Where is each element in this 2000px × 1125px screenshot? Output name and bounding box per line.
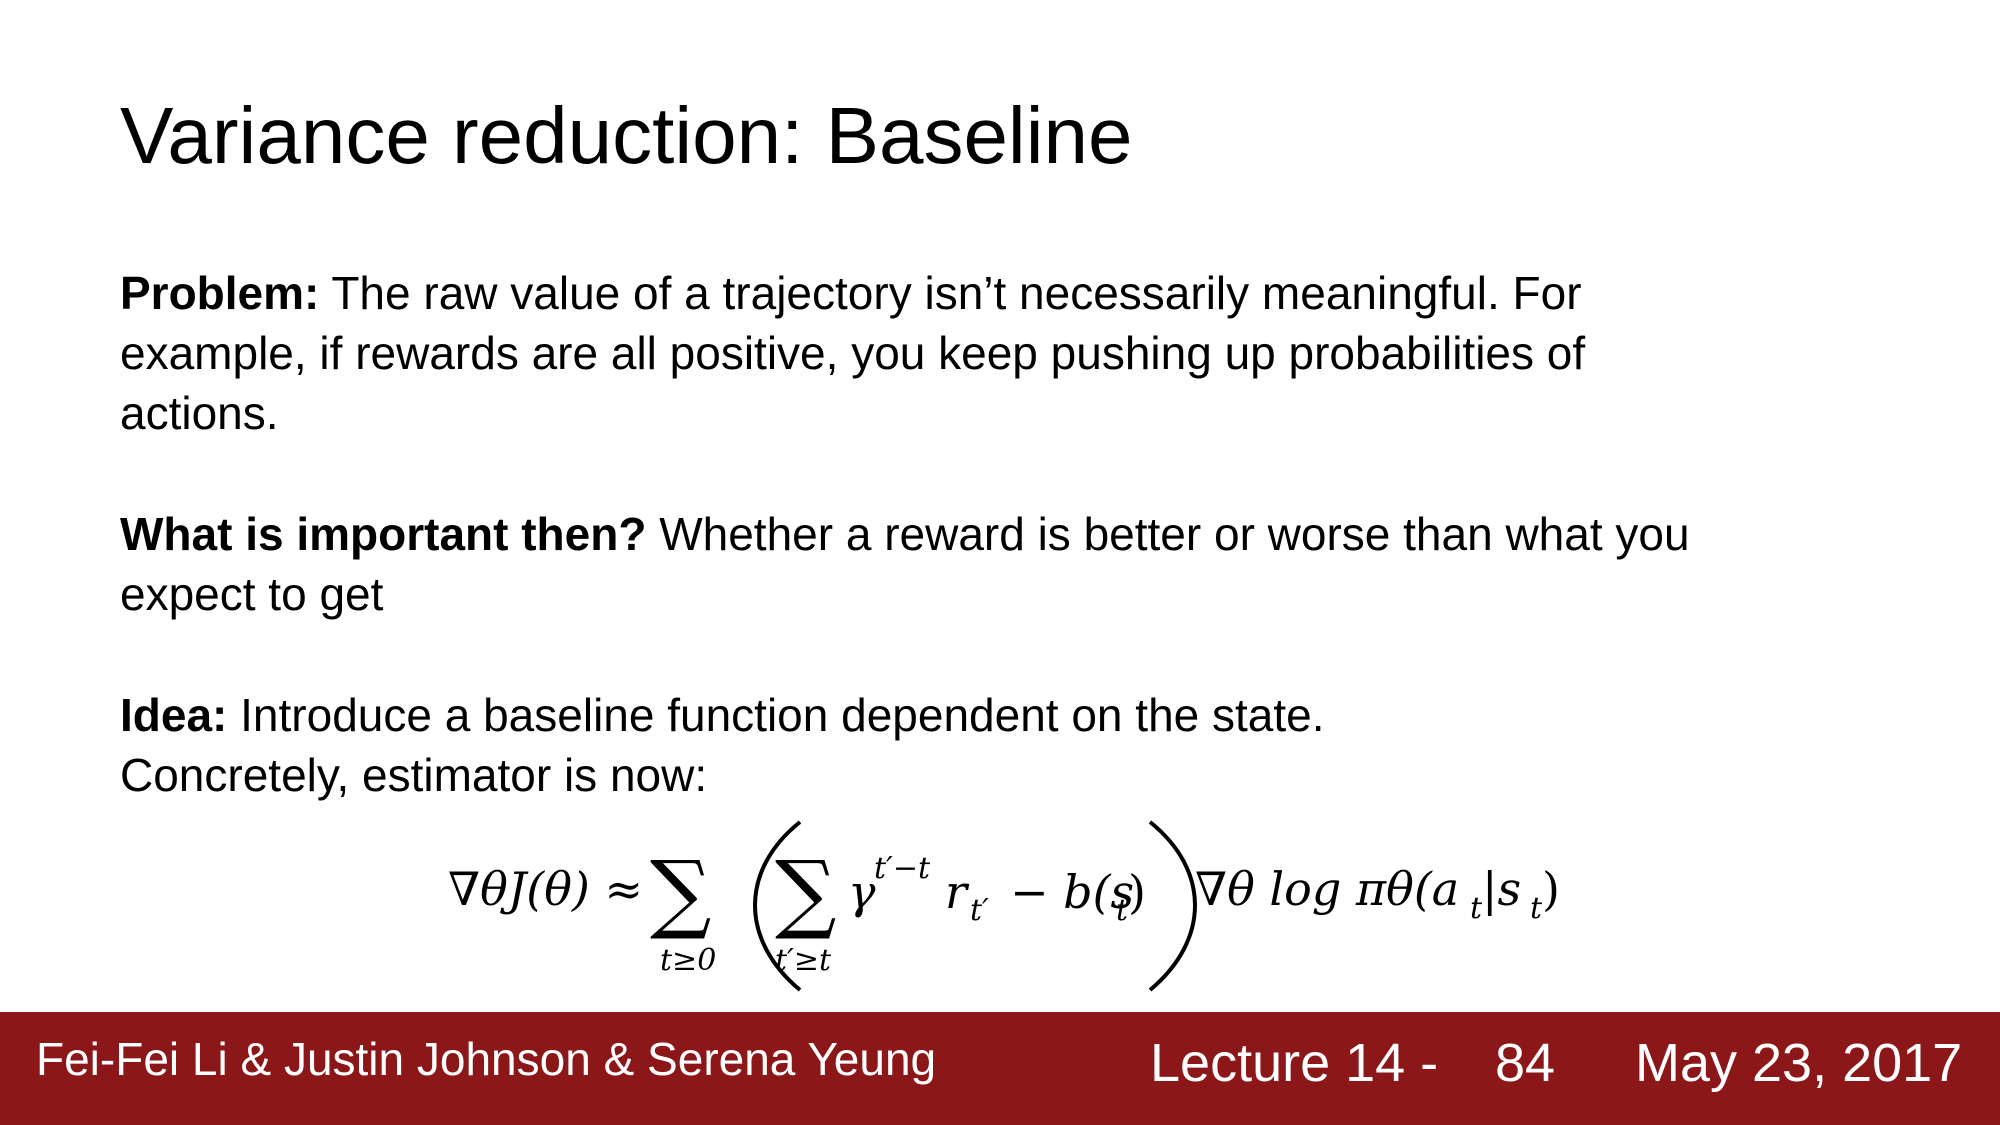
problem-line-3: actions. xyxy=(120,387,279,439)
footer-authors: Fei-Fei Li & Justin Johnson & Serena Yeu… xyxy=(36,1033,937,1085)
slide-title: Variance reduction: Baseline xyxy=(120,91,1133,180)
baseline-subscript: t xyxy=(1116,893,1129,928)
state-bar: |s xyxy=(1482,862,1521,916)
idea-line-2: Concretely, estimator is now: xyxy=(120,749,708,801)
footer-page-number: 84 xyxy=(1495,1033,1556,1093)
important-paragraph: What is important then? Whether a reward… xyxy=(120,504,1900,624)
estimator-formula: ∇θJ(θ) ≈ ∑ t≥0 ∑ t′≥t γ t′−t r t′ − b(s … xyxy=(448,820,1560,992)
problem-paragraph: Problem: The raw value of a trajectory i… xyxy=(120,263,1900,443)
baseline-term: − b(s xyxy=(1010,865,1134,919)
important-lead: What is important then? xyxy=(120,508,647,560)
baseline-close: ) xyxy=(1128,865,1146,919)
idea-lead: Idea: xyxy=(120,689,228,741)
inner-sum-symbol: ∑ xyxy=(775,843,836,943)
formula-close: ) xyxy=(1542,862,1560,916)
reward-subscript: t′ xyxy=(970,893,989,928)
problem-line-1: The raw value of a trajectory isn’t nece… xyxy=(331,267,1582,319)
important-line-2: expect to get xyxy=(120,568,384,620)
footer-date: May 23, 2017 xyxy=(1635,1033,1963,1093)
gamma-term: γ xyxy=(848,865,876,919)
footer-lecture: Lecture 14 - xyxy=(1150,1033,1439,1093)
state-subscript: t xyxy=(1530,891,1543,926)
right-paren xyxy=(1148,820,1197,992)
outer-sum-subscript: t≥0 xyxy=(660,943,716,978)
reward-term: r xyxy=(945,865,970,919)
problem-lead: Problem: xyxy=(120,267,320,319)
formula-lhs: ∇θJ(θ) ≈ xyxy=(448,862,643,916)
action-subscript: t xyxy=(1470,891,1483,926)
gamma-exponent: t′−t xyxy=(874,851,931,886)
idea-paragraph: Idea: Introduce a baseline function depe… xyxy=(120,685,1900,805)
problem-line-2: example, if rewards are all positive, yo… xyxy=(120,327,1586,379)
left-paren xyxy=(753,820,802,992)
inner-sum-subscript: t′≥t xyxy=(775,943,832,978)
slide-footer: Fei-Fei Li & Justin Johnson & Serena Yeu… xyxy=(0,1012,2000,1125)
important-line-1: Whether a reward is better or worse than… xyxy=(659,508,1690,560)
grad-log-term: ∇θ log πθ(a xyxy=(1195,862,1459,916)
idea-line-1: Introduce a baseline function dependent … xyxy=(240,689,1325,741)
outer-sum-symbol: ∑ xyxy=(650,843,711,943)
